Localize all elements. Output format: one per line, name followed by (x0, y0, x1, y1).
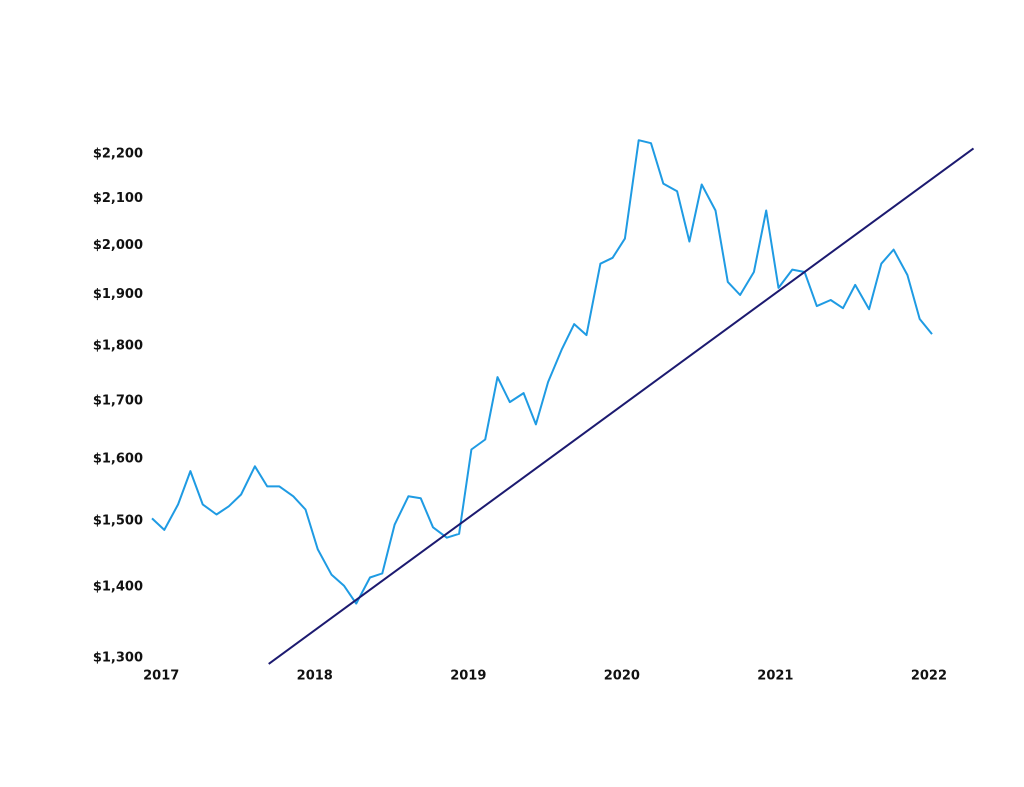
x-tick-label: 2021 (757, 669, 793, 684)
y-tick-label: $1,300 (93, 651, 143, 666)
y-tick-label: $1,500 (93, 513, 143, 528)
x-tick-label: 2018 (297, 669, 333, 684)
y-tick-label: $1,400 (93, 580, 143, 595)
y-tick-label: $2,200 (93, 147, 143, 162)
y-tick-label: $1,600 (93, 452, 143, 467)
x-tick-label: 2020 (604, 669, 640, 684)
line-series (151, 139, 933, 605)
y-tick-label: $2,100 (93, 191, 143, 206)
y-tick-label: $2,000 (93, 238, 143, 253)
x-tick-label: 2017 (143, 669, 179, 684)
y-tick-label: $1,800 (93, 339, 143, 354)
y-tick-label: $1,700 (93, 394, 143, 409)
x-tick-label: 2022 (911, 669, 947, 684)
y-tick-label: $1,900 (93, 287, 143, 302)
line-series (268, 147, 975, 665)
x-tick-label: 2019 (450, 669, 486, 684)
